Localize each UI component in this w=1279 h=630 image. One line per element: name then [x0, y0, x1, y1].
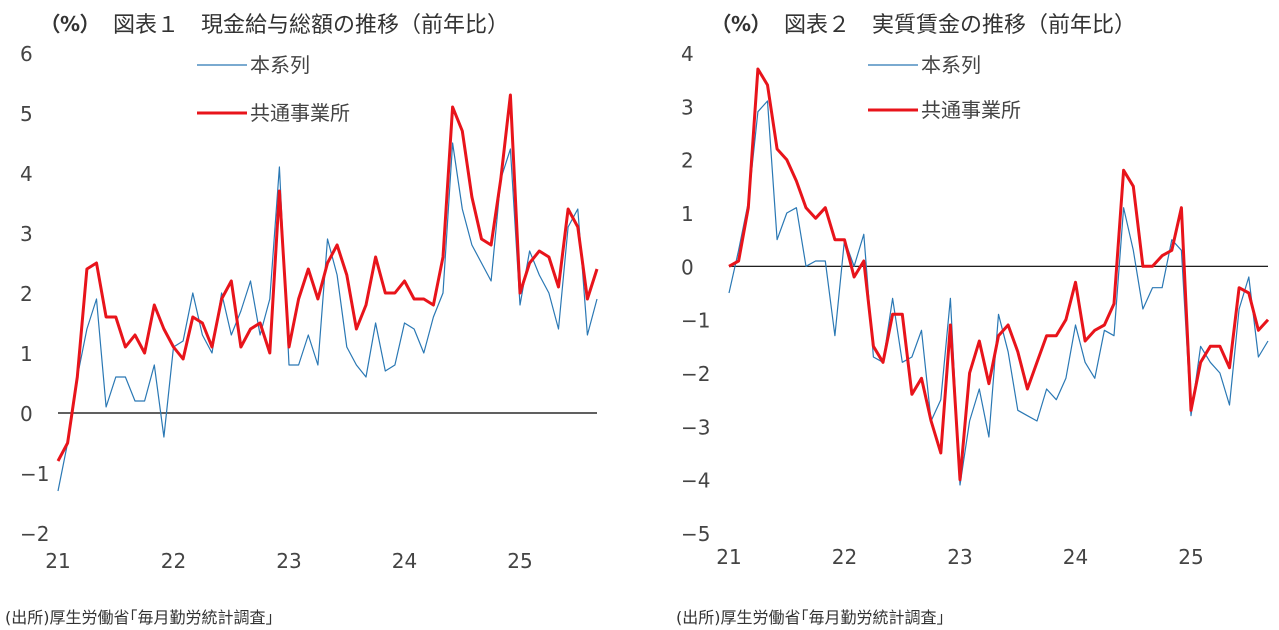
legend-label: 共通事業所: [250, 101, 350, 125]
y-tick-label: −2: [20, 522, 49, 546]
x-tick-label: 22: [832, 545, 857, 569]
y-tick-label: 0: [20, 402, 33, 426]
x-tick-label: 25: [507, 549, 532, 573]
y-tick-label: 2: [20, 282, 33, 306]
y-tick-label: −2: [681, 362, 710, 386]
y-tick-label: −5: [681, 522, 710, 546]
y-tick-label: 4: [681, 42, 694, 66]
legend-label: 本系列: [250, 53, 310, 77]
y-tick-label: −4: [681, 469, 710, 493]
chart-2-title: 図表２ 実質賃金の推移（前年比）: [784, 13, 1137, 38]
series-line-main: [728, 100, 1269, 486]
chart-panel-1: （%） 図表１ 現金給与総額の推移（前年比） −2 −1 0 1 2 3 4 5 6 21 22 23…: [5, 12, 599, 627]
chart-panel-2: （%） 図表２ 実質賃金の推移（前年比） −5 −4 −3 −2 −1 0 1 2 3 4 21 22…: [671, 0, 1279, 630]
chart-2-unit-label: （%）: [711, 12, 772, 36]
x-tick-label: 21: [45, 549, 70, 573]
y-tick-label: 3: [681, 95, 694, 119]
x-tick-label: 23: [947, 545, 972, 569]
y-tick-label: 3: [20, 222, 33, 246]
y-tick-label: 1: [681, 202, 694, 226]
x-tick-label: 24: [1063, 545, 1088, 569]
y-tick-label: 1: [20, 342, 33, 366]
y-tick-label: 4: [20, 162, 33, 186]
y-tick-label: 0: [681, 255, 694, 279]
y-tick-label: −1: [20, 462, 49, 486]
y-tick-label: −3: [681, 415, 710, 439]
chart-1-unit-label: （%）: [40, 12, 101, 36]
x-tick-label: 24: [392, 549, 417, 573]
chart-2-source: (出所)厚生労働省｢毎月勤労統計調査｣: [676, 608, 945, 627]
y-tick-label: 2: [681, 149, 694, 173]
x-tick-label: 21: [716, 545, 741, 569]
y-tick-label: 5: [20, 102, 33, 126]
x-tick-label: 22: [161, 549, 186, 573]
y-tick-label: −1: [681, 309, 710, 333]
series-line-common: [56, 93, 599, 462]
legend-label: 共通事業所: [921, 98, 1021, 122]
series-line-common: [728, 67, 1270, 482]
y-tick-label: 6: [20, 42, 33, 66]
legend-label: 本系列: [921, 53, 981, 77]
chart-1-title: 図表１ 現金給与総額の推移（前年比）: [113, 13, 510, 38]
x-tick-label: 25: [1178, 545, 1203, 569]
chart-1-source: (出所)厚生労働省｢毎月勤労統計調査｣: [5, 608, 274, 627]
x-tick-label: 23: [276, 549, 301, 573]
series-line-main: [57, 142, 598, 492]
